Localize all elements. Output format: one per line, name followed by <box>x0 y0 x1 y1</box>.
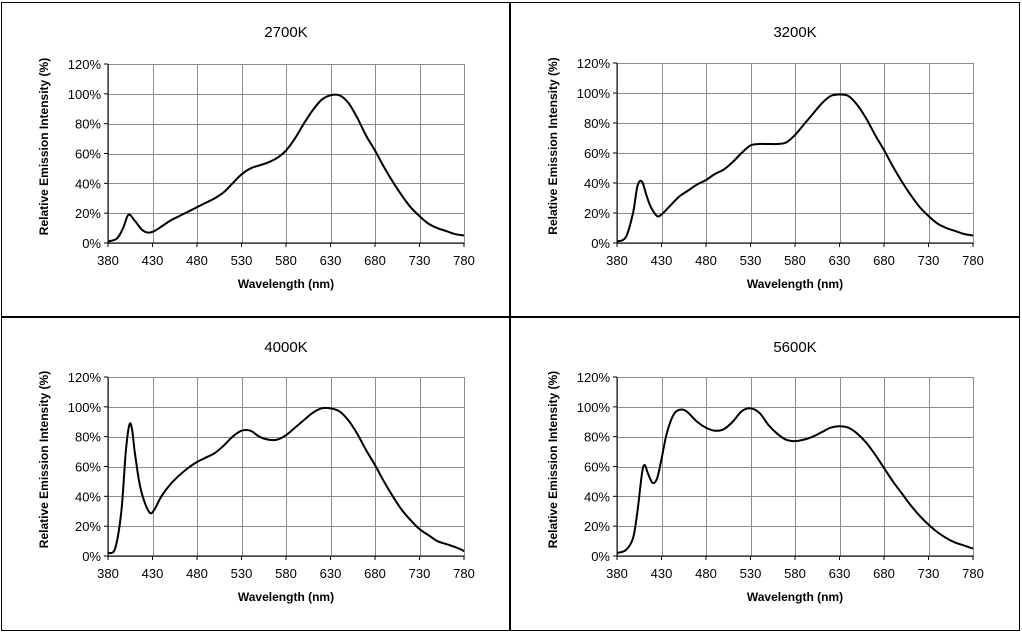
x-tick-label: 680 <box>364 253 386 268</box>
y-tick-label: 60% <box>75 460 101 475</box>
grid-lines <box>108 377 465 557</box>
chart-title: 2700K <box>264 24 307 41</box>
x-tick-label: 530 <box>740 566 762 581</box>
x-tick-label: 480 <box>695 253 717 268</box>
x-tick-label: 380 <box>606 566 628 581</box>
x-tick-label: 680 <box>364 566 386 581</box>
series-line <box>616 407 974 554</box>
x-tick-label: 580 <box>275 253 297 268</box>
y-tick-label: 0% <box>591 549 610 564</box>
chart-panel-4: 5600K 380 430 480 530 580 630 680 730 780 0% 20% 40%… <box>510 317 1020 631</box>
x-tick-label: 530 <box>231 566 253 581</box>
panel-frame <box>510 2 1020 317</box>
y-tick-label: 60% <box>584 460 610 475</box>
y-tick-label: 20% <box>584 519 610 534</box>
y-tick-label: 120% <box>577 56 611 71</box>
x-tick-label: 530 <box>740 253 762 268</box>
x-tick-label: 430 <box>142 566 164 581</box>
panel-frame <box>1 317 510 631</box>
x-tick-label: 680 <box>873 566 895 581</box>
y-tick-label: 0% <box>82 549 101 564</box>
y-tick-label: 20% <box>584 206 610 221</box>
y-tick-label: 80% <box>75 430 101 445</box>
x-tick-label: 580 <box>275 566 297 581</box>
y-tick-label: 120% <box>68 370 102 385</box>
y-tick-label: 80% <box>75 117 101 132</box>
chart-panel-3: 4000K 380 430 480 530 580 630 680 730 780 0% 20% 40%… <box>1 317 510 631</box>
y-tick-label: 100% <box>68 87 102 102</box>
chart-title: 3200K <box>773 24 816 41</box>
y-tick-label: 120% <box>68 57 102 72</box>
series-line <box>616 93 974 243</box>
x-tick-label: 380 <box>97 566 119 581</box>
x-tick-label: 630 <box>829 566 851 581</box>
x-tick-label: 380 <box>606 253 628 268</box>
chart-panel-2: 3200K 380 430 480 530 580 630 680 730 780 0% 20% 40%… <box>510 2 1020 317</box>
x-tick-label: 730 <box>918 566 940 581</box>
x-tick-label: 430 <box>651 566 673 581</box>
x-tick-label: 630 <box>829 253 851 268</box>
x-tick-label: 730 <box>409 566 431 581</box>
x-tick-label: 580 <box>784 253 806 268</box>
x-tick-label: 780 <box>962 566 984 581</box>
x-tick-label: 730 <box>918 253 940 268</box>
y-tick-label: 100% <box>577 86 611 101</box>
x-axis-title: Wavelength (nm) <box>747 277 843 291</box>
x-tick-label: 480 <box>695 566 717 581</box>
x-tick-label: 680 <box>873 253 895 268</box>
x-tick-label: 630 <box>320 253 342 268</box>
y-tick-label: 60% <box>584 146 610 161</box>
y-tick-label: 100% <box>68 400 102 415</box>
y-tick-label: 60% <box>75 147 101 162</box>
y-tick-label: 80% <box>584 430 610 445</box>
series-line <box>107 406 465 555</box>
y-tick-label: 0% <box>591 236 610 251</box>
y-tick-label: 100% <box>577 400 611 415</box>
x-tick-label: 730 <box>409 253 431 268</box>
x-tick-label: 580 <box>784 566 806 581</box>
x-tick-label: 430 <box>651 253 673 268</box>
y-axis-title: Relative Emission Intensity (%) <box>546 371 560 548</box>
x-tick-label: 780 <box>962 253 984 268</box>
chart-title: 4000K <box>264 339 307 356</box>
y-tick-label: 40% <box>584 489 610 504</box>
x-tick-label: 380 <box>97 253 119 268</box>
panel-frame <box>510 317 1020 631</box>
y-tick-label: 20% <box>75 206 101 221</box>
y-axis-title: Relative Emission Intensity (%) <box>37 58 51 235</box>
x-tick-label: 780 <box>453 253 475 268</box>
y-axis-title: Relative Emission Intensity (%) <box>37 371 51 548</box>
y-tick-label: 120% <box>577 370 611 385</box>
x-tick-label: 430 <box>142 253 164 268</box>
y-tick-label: 80% <box>584 116 610 131</box>
y-tick-label: 20% <box>75 519 101 534</box>
x-axis-title: Wavelength (nm) <box>238 277 334 291</box>
series-line <box>107 93 465 243</box>
y-tick-label: 40% <box>75 489 101 504</box>
y-axis-title: Relative Emission Intensity (%) <box>546 57 560 234</box>
y-tick-label: 0% <box>82 236 101 251</box>
x-tick-label: 480 <box>186 566 208 581</box>
chart-panel-1: 2700K 380 430 480 530 580 630 680 730 780 0% 20% 40%… <box>1 2 510 317</box>
y-tick-label: 40% <box>75 176 101 191</box>
x-tick-label: 530 <box>231 253 253 268</box>
x-tick-label: 630 <box>320 566 342 581</box>
x-tick-label: 780 <box>453 566 475 581</box>
y-tick-label: 40% <box>584 176 610 191</box>
chart-title: 5600K <box>773 339 816 356</box>
x-axis-title: Wavelength (nm) <box>747 590 843 604</box>
panel-frame <box>1 2 510 317</box>
x-tick-label: 480 <box>186 253 208 268</box>
x-axis-title: Wavelength (nm) <box>238 590 334 604</box>
